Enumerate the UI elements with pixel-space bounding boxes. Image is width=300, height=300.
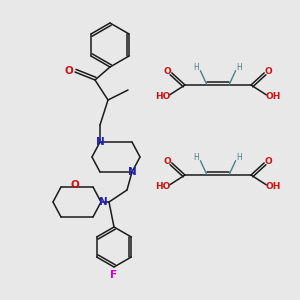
Text: HO: HO [155,182,170,191]
Text: N: N [99,197,107,207]
Text: OH: OH [266,182,281,191]
Text: O: O [164,158,172,166]
Text: N: N [128,167,136,177]
Text: O: O [264,158,272,166]
Text: O: O [70,180,80,190]
Text: HO: HO [155,92,170,101]
Text: O: O [64,66,74,76]
Text: H: H [237,63,242,72]
Text: N: N [96,137,104,147]
Text: O: O [264,68,272,76]
Text: F: F [110,270,118,280]
Text: H: H [237,153,242,162]
Text: H: H [194,153,199,162]
Text: H: H [194,63,199,72]
Text: OH: OH [266,92,281,101]
Text: O: O [164,68,172,76]
